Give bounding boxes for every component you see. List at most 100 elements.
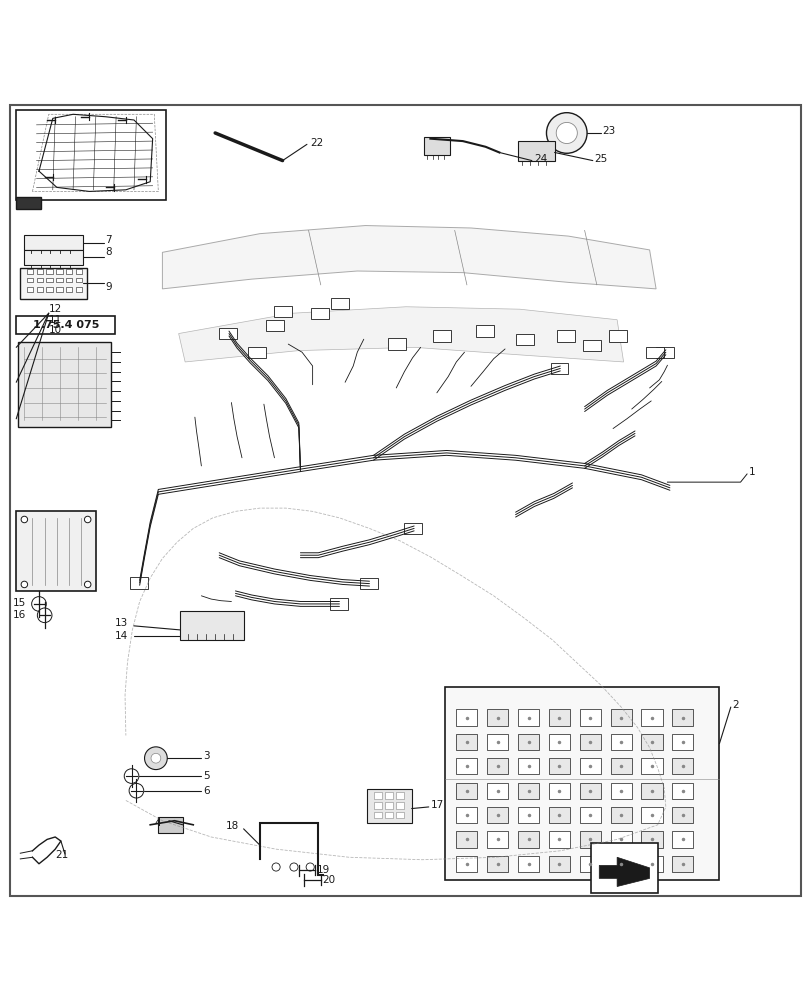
Bar: [517, 856, 539, 872]
Bar: [423, 137, 449, 155]
Bar: [672, 807, 693, 823]
Bar: [130, 577, 148, 589]
Circle shape: [290, 863, 298, 871]
Bar: [641, 831, 662, 848]
Bar: [672, 783, 693, 799]
Bar: [456, 758, 477, 774]
Bar: [373, 812, 381, 818]
Text: 7: 7: [105, 235, 112, 245]
Bar: [517, 783, 539, 799]
Bar: [18, 342, 111, 427]
Bar: [487, 807, 508, 823]
Text: 22: 22: [310, 138, 323, 148]
Text: 1: 1: [748, 467, 754, 477]
Bar: [548, 758, 569, 774]
Bar: [219, 328, 237, 339]
Bar: [487, 758, 508, 774]
Bar: [331, 298, 349, 309]
Bar: [456, 856, 477, 872]
Text: 2: 2: [732, 700, 738, 710]
Circle shape: [306, 863, 314, 871]
Bar: [641, 709, 662, 726]
Circle shape: [556, 122, 577, 144]
Bar: [20, 268, 87, 299]
Bar: [582, 340, 600, 351]
Bar: [373, 802, 381, 809]
Circle shape: [151, 753, 161, 763]
Text: 16: 16: [13, 610, 26, 620]
Bar: [672, 856, 693, 872]
Polygon shape: [162, 226, 655, 289]
Bar: [548, 807, 569, 823]
Text: 11: 11: [49, 315, 62, 325]
Bar: [579, 831, 600, 848]
Bar: [432, 330, 450, 342]
Bar: [610, 734, 631, 750]
Bar: [396, 802, 404, 809]
Bar: [396, 792, 404, 799]
Circle shape: [144, 747, 167, 770]
Bar: [66, 278, 72, 282]
Bar: [516, 334, 534, 345]
Text: 9: 9: [105, 282, 112, 292]
Text: 8: 8: [105, 247, 112, 257]
Bar: [311, 308, 328, 319]
Bar: [641, 783, 662, 799]
Bar: [384, 802, 393, 809]
Circle shape: [37, 608, 52, 623]
Bar: [56, 269, 62, 274]
Bar: [610, 807, 631, 823]
Bar: [579, 758, 600, 774]
Bar: [248, 347, 266, 358]
Bar: [517, 709, 539, 726]
Bar: [396, 812, 404, 818]
Bar: [475, 325, 493, 337]
Bar: [456, 734, 477, 750]
Bar: [641, 758, 662, 774]
Polygon shape: [178, 307, 623, 362]
Text: 4: 4: [154, 818, 161, 828]
Bar: [24, 250, 83, 265]
Bar: [329, 598, 347, 610]
Bar: [610, 831, 631, 848]
Bar: [517, 734, 539, 750]
Bar: [579, 783, 600, 799]
Text: 13: 13: [115, 618, 128, 628]
Bar: [517, 141, 554, 161]
Bar: [16, 316, 115, 334]
Bar: [266, 320, 284, 331]
Bar: [404, 523, 422, 534]
Circle shape: [84, 581, 91, 588]
Circle shape: [32, 597, 46, 611]
Bar: [456, 783, 477, 799]
Text: 20: 20: [322, 875, 335, 885]
Circle shape: [546, 113, 586, 153]
Polygon shape: [599, 857, 649, 887]
Text: 19: 19: [316, 865, 329, 875]
Bar: [75, 278, 82, 282]
Bar: [641, 807, 662, 823]
Bar: [66, 269, 72, 274]
Bar: [16, 110, 166, 200]
Text: 14: 14: [115, 631, 128, 641]
Bar: [646, 347, 663, 358]
Bar: [180, 611, 243, 640]
Bar: [75, 269, 82, 274]
Bar: [550, 363, 568, 374]
Bar: [27, 269, 33, 274]
Bar: [56, 278, 62, 282]
Circle shape: [21, 581, 28, 588]
Bar: [579, 734, 600, 750]
Bar: [66, 287, 72, 292]
Bar: [672, 709, 693, 726]
Bar: [579, 856, 600, 872]
Bar: [444, 687, 719, 880]
Bar: [548, 831, 569, 848]
Bar: [27, 278, 33, 282]
Circle shape: [124, 769, 139, 783]
Bar: [24, 235, 83, 250]
Bar: [16, 511, 96, 591]
Bar: [608, 330, 626, 342]
Bar: [36, 278, 43, 282]
Text: 12: 12: [49, 304, 62, 314]
